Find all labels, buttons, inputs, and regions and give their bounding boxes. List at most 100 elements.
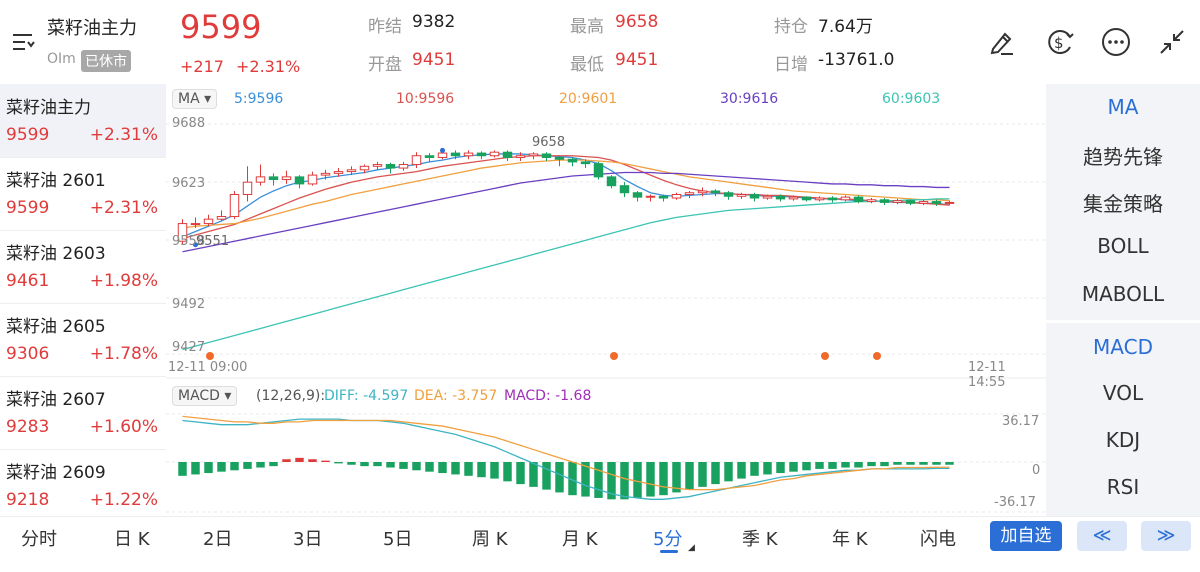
candle-body bbox=[879, 199, 890, 203]
candle-body bbox=[788, 196, 799, 200]
macd-selector-label: MACD bbox=[178, 388, 220, 404]
indicator-maboll[interactable]: MABOLL bbox=[1081, 282, 1165, 306]
ma5-label: 5:9596 bbox=[234, 91, 284, 107]
ma-line-30 bbox=[182, 171, 950, 253]
ma-selector-label: MA bbox=[178, 91, 200, 107]
macd-bar bbox=[750, 462, 759, 476]
tab-flash[interactable]: 闪电 bbox=[920, 529, 956, 550]
indicator-rsi[interactable]: RSI bbox=[1106, 475, 1140, 499]
symbol-name[interactable]: 菜籽油主力 bbox=[47, 18, 137, 39]
indicator-strategy[interactable]: 集金策略 bbox=[1083, 192, 1163, 216]
candle-body bbox=[853, 196, 864, 203]
macd-bar bbox=[542, 462, 551, 490]
add-watch-button[interactable]: 加自选 bbox=[990, 521, 1062, 551]
candle-body bbox=[931, 201, 942, 204]
kline-chart bbox=[166, 123, 1046, 513]
macd-bar bbox=[386, 462, 395, 468]
ma20-label: 20:9601 bbox=[559, 91, 618, 107]
tab-timeshare[interactable]: 分时 bbox=[21, 529, 57, 550]
candle-body bbox=[255, 176, 266, 183]
y-tick: 9492 bbox=[172, 297, 206, 312]
candle-body bbox=[905, 200, 916, 204]
high-dot bbox=[440, 147, 445, 153]
candle-body bbox=[567, 158, 578, 163]
tab-season-k[interactable]: 季 K bbox=[742, 529, 778, 550]
tab-month-k[interactable]: 月 K bbox=[562, 529, 598, 550]
candle-body bbox=[684, 192, 695, 195]
indicator-vol[interactable]: VOL bbox=[1102, 381, 1144, 405]
macd-bar bbox=[256, 462, 265, 468]
candle-body bbox=[450, 152, 461, 157]
macd-bar bbox=[919, 462, 928, 465]
period-tabs: 分时 日 K 2日 3日 5日 周 K 月 K 5分 ◢ 季 K 年 K 闪电 … bbox=[0, 516, 1200, 572]
indicator-ma[interactable]: MA bbox=[1107, 95, 1139, 119]
y-tick: 9688 bbox=[172, 116, 206, 131]
caret-down-icon: ▾ bbox=[204, 91, 212, 107]
tab-day-k[interactable]: 日 K bbox=[114, 529, 150, 550]
indicator-trend[interactable]: 趋势先锋 bbox=[1083, 145, 1163, 169]
macd-bar bbox=[529, 462, 538, 487]
contract-price: 9306 bbox=[6, 344, 50, 364]
tab-5min[interactable]: 5分 bbox=[653, 529, 683, 550]
list-item[interactable]: 菜籽油 2607 9283 +1.60% bbox=[0, 376, 166, 450]
contract-price: 9461 bbox=[6, 271, 50, 291]
macd-bar bbox=[308, 459, 317, 462]
tab-2day[interactable]: 2日 bbox=[203, 529, 233, 550]
macd-bar bbox=[451, 462, 460, 475]
list-item[interactable]: 菜籽油 2605 9306 +1.78% bbox=[0, 303, 166, 377]
indicator-divider bbox=[1046, 320, 1200, 323]
macd-bar bbox=[477, 462, 486, 478]
macd-bar bbox=[867, 462, 876, 467]
prev-button[interactable]: ≪ bbox=[1077, 521, 1127, 551]
tab-week-k[interactable]: 周 K bbox=[472, 529, 508, 550]
quote-header: 菜籽油主力 OIm 已休市 9599 +217 +2.31% 昨结 9382 开… bbox=[0, 0, 1200, 84]
contract-price: 9218 bbox=[6, 490, 50, 510]
macd-bar bbox=[568, 462, 577, 496]
list-item[interactable]: 菜籽油 2601 9599 +2.31% bbox=[0, 157, 166, 231]
macd-bar bbox=[841, 462, 850, 468]
ma-selector[interactable]: MA ▾ bbox=[172, 89, 218, 109]
macd-bar bbox=[763, 462, 772, 475]
candle-body bbox=[177, 223, 188, 242]
draw-pen-icon[interactable] bbox=[985, 25, 1019, 59]
macd-bar bbox=[399, 462, 408, 469]
y-tick: 9558 bbox=[172, 234, 206, 249]
tab-year-k[interactable]: 年 K bbox=[832, 529, 868, 550]
candle-body bbox=[203, 218, 214, 225]
list-item[interactable]: 菜籽油 2603 9461 +1.98% bbox=[0, 230, 166, 304]
caret-down-icon: ▾ bbox=[224, 388, 232, 404]
currency-icon[interactable]: $ bbox=[1043, 25, 1077, 59]
macd-bar bbox=[698, 462, 707, 487]
macd-bar bbox=[789, 462, 798, 472]
macd-bar bbox=[880, 462, 889, 467]
list-item[interactable]: 菜籽油 2609 9218 +1.22% bbox=[0, 449, 166, 522]
macd-bar bbox=[945, 462, 954, 465]
macd-bar bbox=[724, 462, 733, 482]
svg-text:$: $ bbox=[1054, 34, 1064, 52]
macd-selector[interactable]: MACD ▾ bbox=[172, 386, 238, 406]
indicator-kdj[interactable]: KDJ bbox=[1105, 428, 1141, 452]
candle-body bbox=[762, 195, 773, 199]
indicator-macd[interactable]: MACD bbox=[1093, 335, 1153, 359]
high-label: 最高 bbox=[570, 17, 604, 37]
candle-body bbox=[398, 164, 409, 169]
next-button[interactable]: ≫ bbox=[1141, 521, 1191, 551]
macd-bar bbox=[672, 462, 681, 493]
more-icon[interactable] bbox=[1099, 25, 1133, 59]
macd-tick: 0 bbox=[1032, 463, 1041, 478]
candle-body bbox=[827, 197, 838, 201]
tab-3day[interactable]: 3日 bbox=[293, 529, 323, 550]
event-marker bbox=[821, 352, 829, 360]
tab-5day[interactable]: 5日 bbox=[383, 529, 413, 550]
menu-icon[interactable] bbox=[10, 30, 38, 54]
active-tab-indicator bbox=[660, 550, 678, 553]
macd-bar bbox=[646, 462, 655, 497]
indicator-boll[interactable]: BOLL bbox=[1097, 234, 1149, 258]
collapse-icon[interactable] bbox=[1155, 25, 1189, 59]
time-start: 12-11 09:00 bbox=[168, 360, 248, 375]
contract-price: 9283 bbox=[6, 417, 50, 437]
candle-body bbox=[814, 197, 825, 201]
kline-chart-area[interactable]: MA ▾ 5:9596 10:9596 20:9601 30:9616 60:9… bbox=[166, 84, 1046, 516]
list-item[interactable]: 菜籽油主力 9599 +2.31% bbox=[0, 84, 166, 158]
macd-bar bbox=[425, 462, 434, 472]
